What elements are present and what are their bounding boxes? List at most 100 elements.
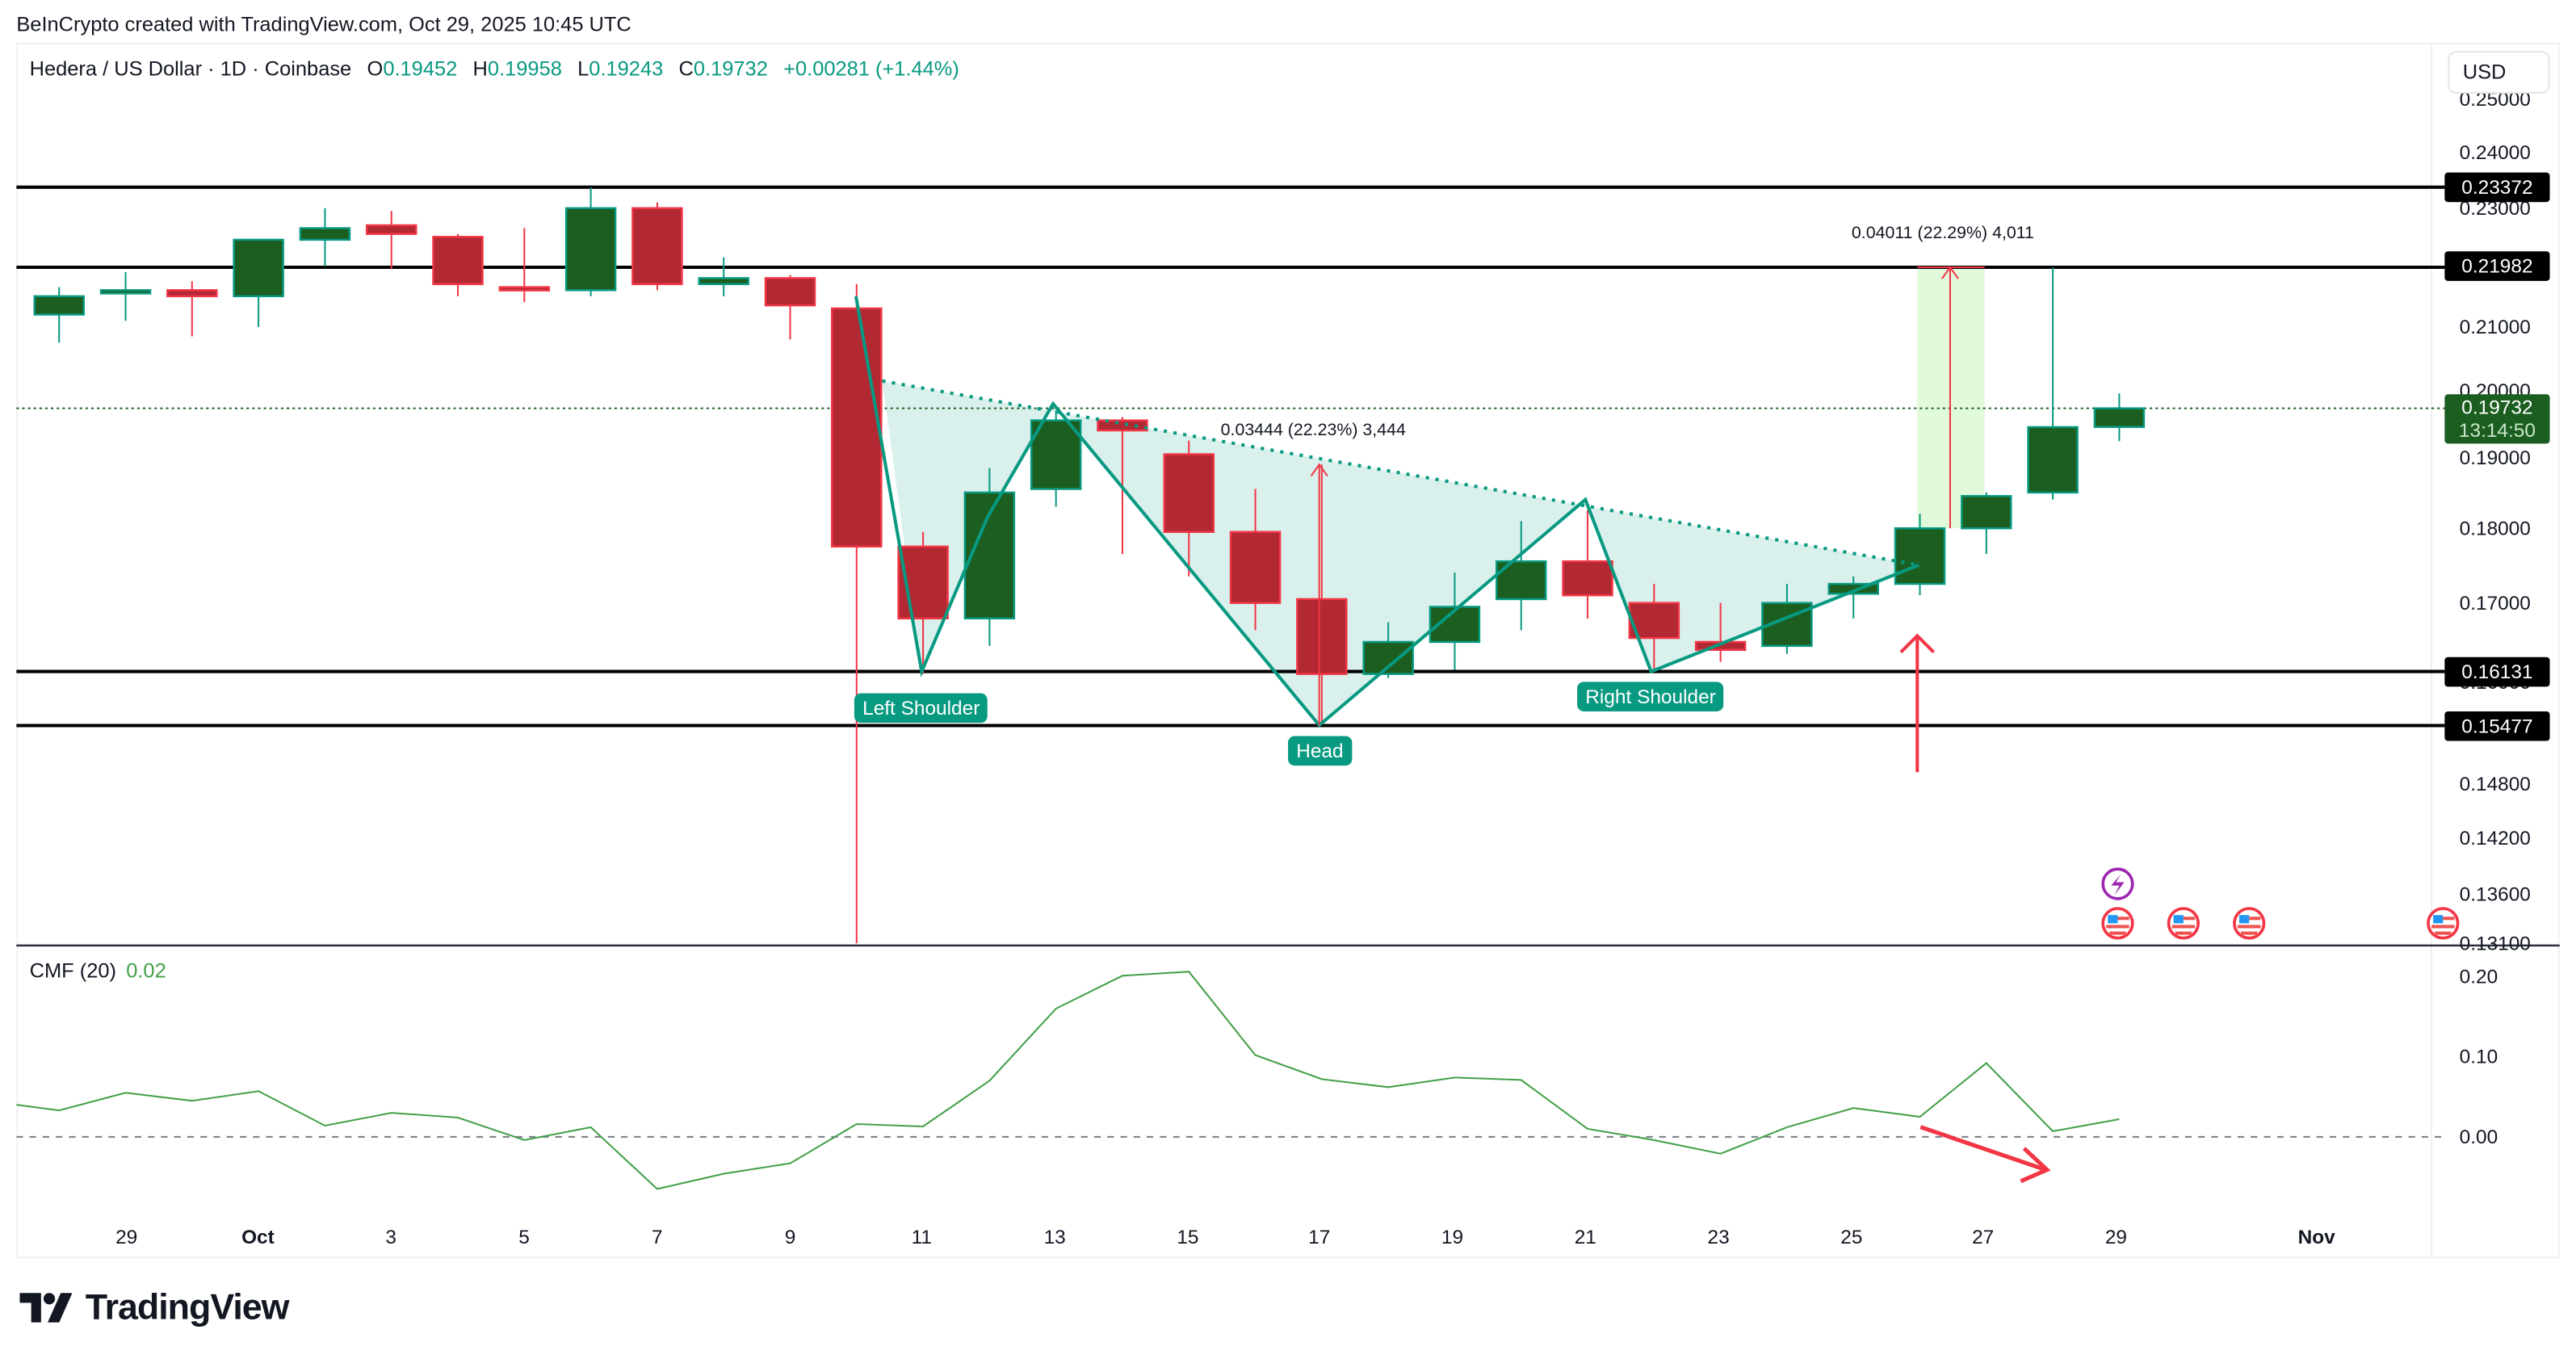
measure-label-1: 0.03444 (22.23%) 3,444 — [1220, 420, 1406, 441]
cmf-divergence-arrow — [1919, 1125, 2046, 1172]
candle-Oct-21[interactable] — [1562, 560, 1613, 597]
left-shoulder-label: Left Shoulder — [854, 693, 988, 724]
candle-Sep-30[interactable] — [166, 289, 218, 298]
level-tag-1: 0.21982 — [2444, 251, 2550, 281]
candle-Oct-9[interactable] — [764, 277, 816, 307]
right-shoulder-label: Right Shoulder — [1577, 682, 1724, 711]
symbol-legend: Hedera / US Dollar · 1D · Coinbase O0.19… — [29, 57, 959, 81]
price-tick-label: 0.14200 — [2460, 828, 2531, 849]
level-tag-3: 0.15477 — [2444, 711, 2550, 741]
target-zone — [1917, 266, 1985, 529]
us-flag-stripe — [2249, 917, 2261, 921]
candle-Oct-14[interactable] — [1097, 419, 1148, 432]
us-flag-stripe — [2117, 917, 2129, 921]
head-label: Head — [1288, 736, 1352, 766]
neckline[interactable] — [882, 379, 1919, 567]
time-tick-label: 5 — [518, 1227, 530, 1248]
candle-Oct-26[interactable] — [1894, 527, 1946, 585]
price-tick-label: 0.19000 — [2460, 447, 2531, 469]
us-flag-canton — [2239, 915, 2250, 924]
candle-Oct-6[interactable] — [564, 207, 617, 292]
candle-Oct-23[interactable] — [1694, 640, 1747, 652]
candle-Oct-15[interactable] — [1163, 453, 1215, 533]
price-tick-label: 0.13100 — [2460, 933, 2531, 954]
price-tick-label: 0.21000 — [2460, 317, 2531, 338]
us-flag-stripe — [2171, 925, 2196, 929]
us-flag-stripe — [2435, 931, 2452, 935]
us-flag-stripe — [2109, 931, 2126, 935]
candle-Sep-29[interactable] — [99, 289, 152, 295]
us-flag-canton — [2173, 915, 2184, 924]
candle-Oct-8[interactable] — [698, 277, 749, 286]
chart-frame — [16, 42, 2560, 1259]
cmf-value: 0.02 — [126, 959, 166, 983]
credit-text: BeInCrypto created with TradingView.com,… — [16, 13, 631, 36]
tradingview-logo-icon — [19, 1293, 73, 1323]
candle-Oct-13[interactable] — [1030, 419, 1082, 490]
candle-Oct-28[interactable] — [2027, 426, 2079, 494]
candle-Sep-28[interactable] — [33, 295, 85, 316]
candle-Oct-29[interactable] — [2093, 407, 2146, 428]
cmf-legend[interactable]: CMF (20) 0.02 — [30, 959, 166, 982]
candle-Oct-3[interactable] — [365, 224, 417, 235]
price-tick-label: 0.17000 — [2460, 593, 2531, 615]
current-price: 0.19732 — [2461, 396, 2533, 419]
low-value: 0.19243 — [589, 57, 664, 81]
candle-Oct-27[interactable] — [1961, 495, 2012, 530]
time-tick-label: 23 — [1708, 1227, 1730, 1248]
price-tick-label: 0.13600 — [2460, 884, 2531, 906]
time-tick-label: 29 — [2105, 1227, 2127, 1248]
us-flag-stripe — [2443, 917, 2455, 921]
currency-button[interactable]: USD — [2448, 51, 2550, 94]
close-value: 0.19732 — [693, 57, 768, 81]
cmf-tick-label: 0.00 — [2460, 1126, 2498, 1148]
us-flag-stripe — [2431, 925, 2455, 929]
price-tick-label: 0.18000 — [2460, 518, 2531, 539]
candle-Oct-10[interactable] — [831, 307, 883, 548]
candle-Oct-1[interactable] — [233, 238, 284, 298]
price-tick-label: 0.24000 — [2460, 142, 2531, 164]
time-tick-label: 19 — [1441, 1227, 1463, 1248]
time-tick-label: 25 — [1840, 1227, 1862, 1248]
us-flag-stripe — [2106, 925, 2129, 929]
candle-Oct-18[interactable] — [1362, 640, 1414, 675]
us-flag-stripe — [2183, 917, 2196, 921]
high-value: 0.19958 — [487, 57, 562, 81]
candle-Oct-7[interactable] — [631, 207, 683, 286]
breakout-arrow-head — [1899, 633, 1936, 654]
time-tick-label: 11 — [912, 1227, 932, 1248]
candle-Oct-4[interactable] — [432, 236, 484, 286]
time-tick-label: 7 — [652, 1227, 663, 1248]
time-tick-label: 15 — [1177, 1227, 1198, 1248]
price-tick-label: 0.14800 — [2460, 774, 2531, 795]
time-tick-label: 21 — [1575, 1227, 1596, 1248]
pattern-outline[interactable] — [854, 296, 1920, 728]
level-tag-0: 0.23372 — [2444, 172, 2550, 203]
cmf-line[interactable] — [16, 971, 2120, 1190]
time-tick-label: 27 — [1972, 1227, 1994, 1248]
tradingview-logo-text: TradingView — [85, 1286, 290, 1328]
candle-Oct-16[interactable] — [1229, 531, 1282, 604]
candle-Oct-17[interactable] — [1296, 598, 1348, 675]
measure-label-2: 0.04011 (22.29%) 4,011 — [1851, 223, 2034, 244]
measure-arrow-2-head — [1940, 266, 1959, 279]
time-tick-label: Nov — [2298, 1227, 2336, 1248]
cmf-tick-label: 0.20 — [2460, 966, 2498, 988]
candle-Oct-5[interactable] — [498, 286, 551, 292]
tradingview-logo: TradingView — [19, 1286, 290, 1329]
cmf-divergence-arrow-head — [2020, 1147, 2051, 1184]
lightning-glyph — [2111, 874, 2125, 896]
us-flag-canton — [2108, 915, 2118, 924]
us-flag-stripe — [2237, 925, 2261, 929]
time-tick-label: 13 — [1044, 1227, 1066, 1248]
cmf-title: CMF (20) — [29, 959, 117, 983]
us-flag-stripe — [2175, 931, 2192, 935]
candle-Oct-2[interactable] — [299, 227, 351, 241]
pattern-fill — [882, 380, 1919, 726]
time-tick-label: 9 — [785, 1227, 796, 1248]
measure-arrow-1-head — [1310, 463, 1328, 477]
symbol-title[interactable]: Hedera / US Dollar · 1D · Coinbase — [29, 57, 352, 81]
time-tick-label: 29 — [115, 1227, 137, 1248]
